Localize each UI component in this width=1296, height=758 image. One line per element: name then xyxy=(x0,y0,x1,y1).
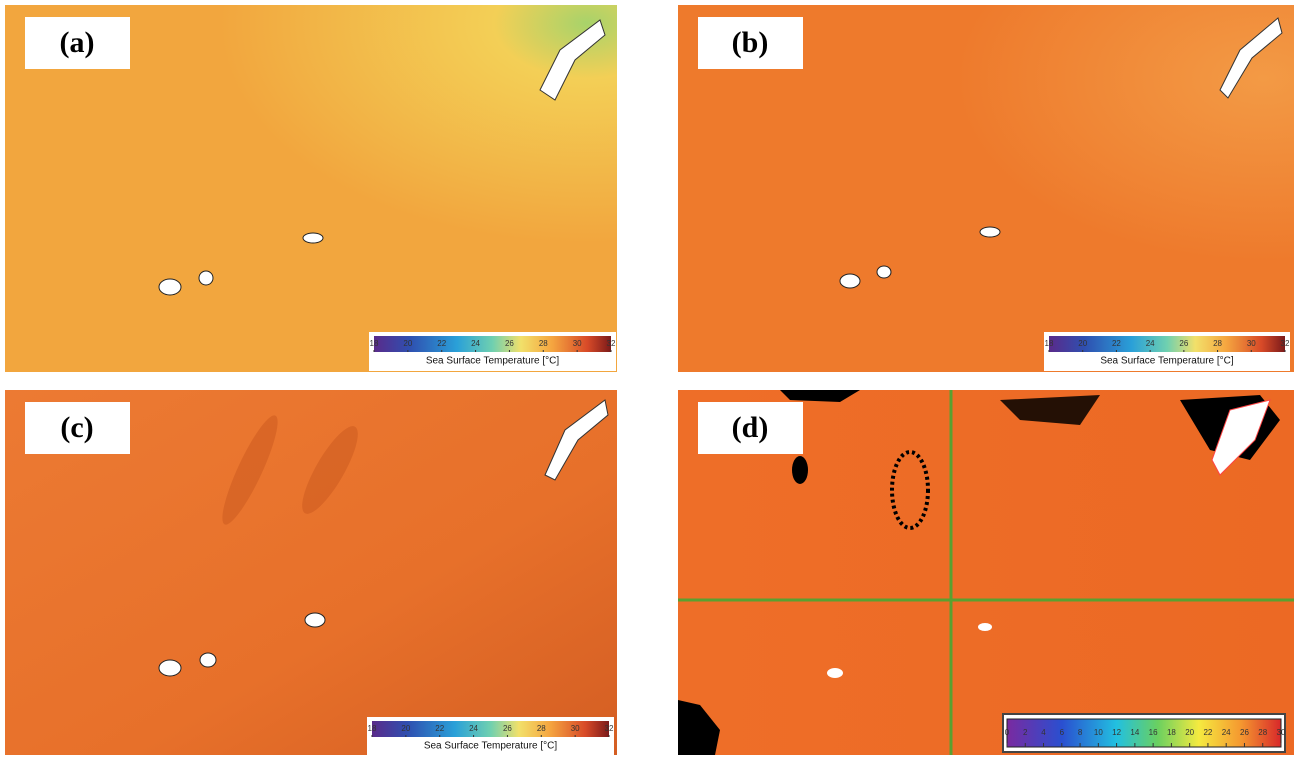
colorbar-tick-label: 30 xyxy=(573,339,582,348)
land xyxy=(158,659,182,677)
colorbar-tick-label: 16 xyxy=(1149,728,1158,737)
colorbar-tick-label: 26 xyxy=(503,724,512,733)
no-data xyxy=(780,390,860,402)
colorbar-tick-label: 28 xyxy=(539,339,548,348)
no-data xyxy=(1000,395,1100,425)
colorbar xyxy=(1006,718,1282,748)
colorbar-tick-label: 20 xyxy=(1185,728,1194,737)
colorbar-tick-label: 28 xyxy=(1213,339,1222,348)
texture xyxy=(302,426,358,514)
colorbar-label: Sea Surface Temperature [°C] xyxy=(1100,356,1234,367)
colorbar-tick-label: 12 xyxy=(1112,728,1121,737)
colorbar-tick-label: 20 xyxy=(403,339,412,348)
land xyxy=(1219,17,1283,99)
colorbar-tick-label: 30 xyxy=(1277,728,1286,737)
colorbar-tick-label: 10 xyxy=(1094,728,1103,737)
colorbar-tick-label: 14 xyxy=(1130,728,1139,737)
land xyxy=(839,273,861,289)
colorbar-tick-label: 22 xyxy=(1112,339,1121,348)
colorbar-tick-label: 32 xyxy=(1281,339,1290,348)
colorbar-tick-label: 22 xyxy=(435,724,444,733)
land xyxy=(544,399,609,481)
colorbar-tick-label: 18 xyxy=(370,339,379,348)
colorbar-tick-label: 26 xyxy=(1240,728,1249,737)
label-box xyxy=(25,402,130,454)
colorbar-tick-label: 32 xyxy=(607,339,616,348)
land xyxy=(198,270,214,286)
land xyxy=(978,623,992,631)
colorbar-tick-label: 28 xyxy=(1258,728,1267,737)
colorbar-tick-label: 8 xyxy=(1078,728,1083,737)
colorbar-tick-label: 20 xyxy=(401,724,410,733)
colorbar-tick-label: 18 xyxy=(1045,339,1054,348)
panel-label: (b) xyxy=(732,26,769,59)
colorbar-label: Sea Surface Temperature [°C] xyxy=(424,741,558,752)
panel-label: (d) xyxy=(732,411,769,444)
panel-label: (c) xyxy=(60,411,93,444)
colorbar-tick-label: 18 xyxy=(368,724,377,733)
label-box xyxy=(698,17,803,69)
colorbar-tick-label: 30 xyxy=(571,724,580,733)
no-data xyxy=(678,700,720,755)
land xyxy=(979,226,1001,238)
land xyxy=(158,278,182,296)
colorbar-tick-label: 2 xyxy=(1023,728,1028,737)
colorbar-tick-label: 26 xyxy=(1179,339,1188,348)
colorbar-tick-label: 32 xyxy=(605,724,614,733)
colorbar-tick-label: 24 xyxy=(1146,339,1155,348)
colorbar xyxy=(1049,336,1285,352)
colorbar-tick-label: 20 xyxy=(1078,339,1087,348)
label-box xyxy=(698,402,803,454)
colorbar-tick-label: 22 xyxy=(1203,728,1212,737)
colorbar-tick-label: 30 xyxy=(1247,339,1256,348)
texture xyxy=(222,415,278,525)
land xyxy=(827,668,843,678)
colorbar-tick-label: 4 xyxy=(1041,728,1046,737)
colorbar-tick-label: 26 xyxy=(505,339,514,348)
colorbar-tick-label: 24 xyxy=(469,724,478,733)
no-data xyxy=(890,450,930,530)
label-box xyxy=(25,17,130,69)
panel-label: (a) xyxy=(60,26,95,59)
no-data xyxy=(792,456,808,484)
land xyxy=(539,19,606,101)
land xyxy=(876,265,892,279)
colorbar-tick-label: 18 xyxy=(1167,728,1176,737)
colorbar-label: Sea Surface Temperature [°C] xyxy=(426,356,560,367)
colorbar-tick-label: 24 xyxy=(471,339,480,348)
colorbar-tick-label: 6 xyxy=(1060,728,1065,737)
colorbar-tick-label: 0 xyxy=(1005,728,1010,737)
colorbar-tick-label: 22 xyxy=(437,339,446,348)
colorbar-tick-label: 28 xyxy=(537,724,546,733)
land xyxy=(304,612,326,628)
colorbar xyxy=(374,336,611,352)
colorbar-tick-label: 24 xyxy=(1222,728,1231,737)
land xyxy=(302,232,324,244)
land xyxy=(199,652,217,668)
colorbar xyxy=(372,721,609,737)
land xyxy=(1211,399,1271,476)
